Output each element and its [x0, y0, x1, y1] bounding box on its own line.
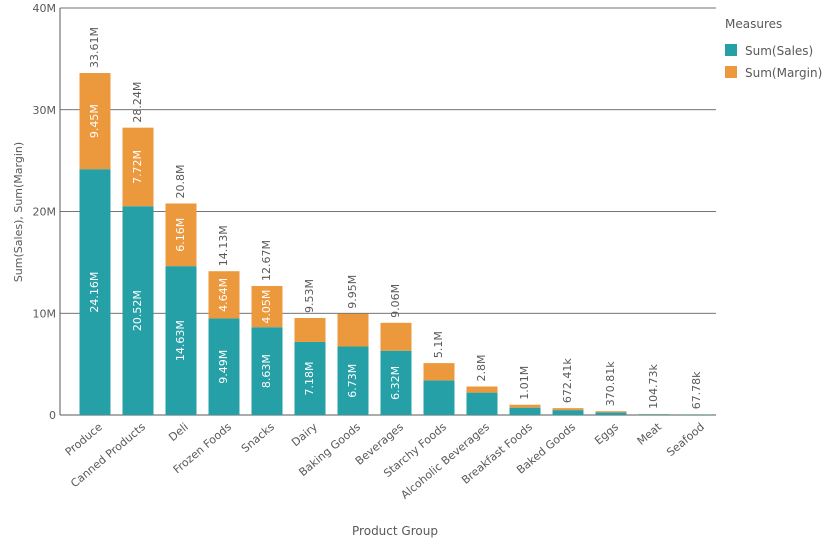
bar-margin: [295, 318, 326, 342]
bar-margin: [381, 323, 412, 351]
total-label: 2.8M: [475, 355, 488, 382]
legend-swatch-sales: [725, 44, 737, 56]
legend-label-sales[interactable]: Sum(Sales): [745, 44, 813, 58]
bar-value-label: 20.52M: [131, 290, 144, 331]
legend-label-margin[interactable]: Sum(Margin): [745, 66, 822, 80]
total-label: 12.67M: [260, 240, 273, 281]
bar-value-label: 9.49M: [217, 350, 230, 384]
total-label: 672.41k: [561, 358, 574, 403]
bar-sales: [510, 408, 541, 415]
bar-margin: [553, 408, 584, 410]
y-tick-label: 0: [49, 409, 56, 422]
total-label: 9.95M: [346, 275, 359, 309]
y-tick-label: 30M: [33, 104, 57, 117]
total-label: 9.06M: [389, 284, 402, 318]
bar-margin: [338, 314, 369, 347]
bar-margin: [510, 405, 541, 408]
y-tick-label: 10M: [33, 307, 57, 320]
bar-margin: [596, 411, 627, 412]
bar-value-label: 7.72M: [131, 150, 144, 184]
bar-sales: [639, 414, 670, 415]
x-tick-label: Snacks: [239, 420, 277, 455]
y-axis-title: Sum(Sales), Sum(Margin): [12, 142, 25, 282]
total-label: 28.24M: [131, 82, 144, 123]
total-label: 1.01M: [518, 366, 531, 400]
x-tick-label: Deli: [166, 420, 191, 444]
x-tick-label: Dairy: [289, 420, 320, 449]
x-axis-title: Product Group: [352, 524, 438, 538]
bar-value-label: 4.05M: [260, 290, 273, 324]
total-label: 5.1M: [432, 331, 445, 358]
total-label: 33.61M: [88, 27, 101, 68]
legend: Measures Sum(Sales) Sum(Margin): [725, 17, 822, 80]
x-tick-label: Eggs: [592, 420, 621, 447]
total-label: 67.78k: [690, 371, 703, 409]
bar-value-label: 6.73M: [346, 364, 359, 398]
x-tick-label: Seafood: [664, 420, 707, 459]
total-label: 14.13M: [217, 225, 230, 266]
legend-swatch-margin: [725, 66, 737, 78]
total-label: 20.8M: [174, 164, 187, 198]
legend-title: Measures: [725, 17, 782, 31]
bar-sales: [553, 410, 584, 415]
y-tick-label: 20M: [33, 206, 57, 219]
bar-value-label: 7.18M: [303, 361, 316, 395]
x-tick-label: Produce: [63, 420, 105, 459]
x-tick-label: Canned Products: [68, 420, 148, 490]
bar-sales: [424, 380, 455, 415]
bar-value-label: 4.64M: [217, 278, 230, 312]
bar-margin: [467, 387, 498, 393]
total-label: 104.73k: [647, 363, 660, 408]
bar-value-label: 14.63M: [174, 320, 187, 361]
x-tick-label: Meat: [635, 420, 665, 448]
bar-sales: [467, 393, 498, 415]
bar-margin: [424, 363, 455, 380]
total-label: 9.53M: [303, 279, 316, 313]
y-tick-label: 40M: [33, 2, 57, 15]
bar-sales: [596, 412, 627, 415]
bar-value-label: 8.63M: [260, 354, 273, 388]
bar-value-label: 6.16M: [174, 218, 187, 252]
bar-value-label: 24.16M: [88, 272, 101, 313]
bar-value-label: 9.45M: [88, 104, 101, 138]
total-label: 370.81k: [604, 361, 617, 406]
bar-value-label: 6.32M: [389, 366, 402, 400]
